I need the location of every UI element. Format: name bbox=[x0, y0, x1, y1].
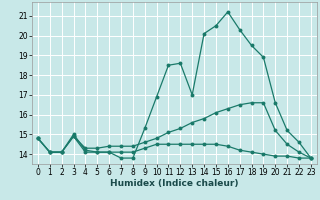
X-axis label: Humidex (Indice chaleur): Humidex (Indice chaleur) bbox=[110, 179, 239, 188]
